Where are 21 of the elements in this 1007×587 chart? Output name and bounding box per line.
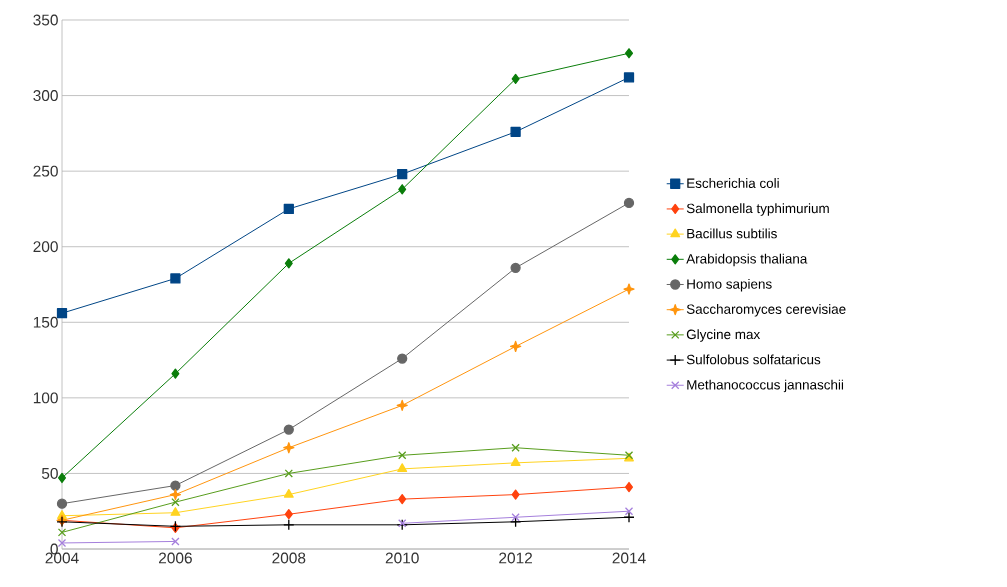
x-tick-label: 2008 xyxy=(272,552,306,564)
legend-label: Methanococcus jannaschii xyxy=(687,379,844,393)
legend-label: Homo sapiens xyxy=(687,278,772,292)
legend-label: Arabidopsis thaliana xyxy=(686,253,808,267)
y-tick-label: 350 xyxy=(33,14,58,26)
legend-label: Sulfolobus solfataricus xyxy=(686,354,821,365)
y-tick-label: 50 xyxy=(41,467,58,479)
legend-label: Saccharomyces cerevisiae xyxy=(686,304,846,317)
y-tick-label: 150 xyxy=(33,316,58,328)
legend-label: Salmonella typhimurium xyxy=(686,203,829,216)
legend-label: Escherichia coli xyxy=(687,178,779,188)
legend-label: Bacillus subtilis xyxy=(687,228,777,239)
x-tick-label: 2006 xyxy=(159,552,192,564)
y-tick-label: 100 xyxy=(33,392,58,404)
y-tick-label: 300 xyxy=(33,90,58,102)
y-tick-label: 200 xyxy=(33,241,58,253)
legend-label: Glycine max xyxy=(686,329,761,342)
x-tick-label: 2012 xyxy=(499,552,532,564)
y-tick-label: 250 xyxy=(33,165,58,177)
x-tick-label: 2010 xyxy=(385,552,419,564)
x-tick-label: 2014 xyxy=(612,552,646,564)
